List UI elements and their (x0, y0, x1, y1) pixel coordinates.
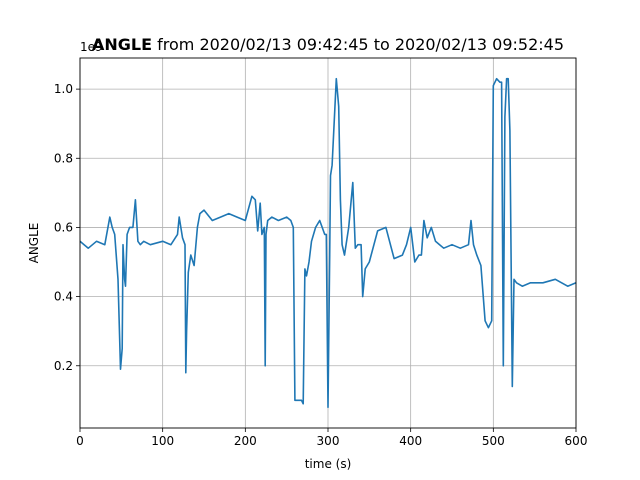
y-tick-label: 0.4 (54, 290, 73, 304)
axis-ticks: 0 100 200 300 400 500 600 0.2 0.4 0.6 0.8 1.0 (54, 82, 588, 448)
y-tick-label: 0.2 (54, 359, 73, 373)
x-tick-label: 0 (76, 434, 84, 448)
chart-title-bold: ANGLE (92, 35, 152, 54)
series-layer (79, 77, 577, 409)
y-axis-label: ANGLE (27, 223, 41, 264)
y-tick-label: 0.6 (54, 220, 73, 234)
x-tick-label: 400 (399, 434, 422, 448)
chart-title: ANGLE from 2020/02/13 09:42:45 to 2020/0… (92, 35, 564, 54)
x-tick-label: 300 (317, 434, 340, 448)
x-tick-label: 600 (565, 434, 588, 448)
y-tick-label: 1.0 (54, 82, 73, 96)
offset-text: 1e9 (80, 40, 103, 54)
x-axis-label: time (s) (305, 457, 352, 471)
x-tick-label: 100 (151, 434, 174, 448)
x-tick-label: 500 (482, 434, 505, 448)
series-line (79, 77, 577, 409)
chart-title-rest: from 2020/02/13 09:42:45 to 2020/02/13 0… (152, 35, 564, 54)
y-tick-label: 0.8 (54, 151, 73, 165)
x-tick-label: 200 (234, 434, 257, 448)
